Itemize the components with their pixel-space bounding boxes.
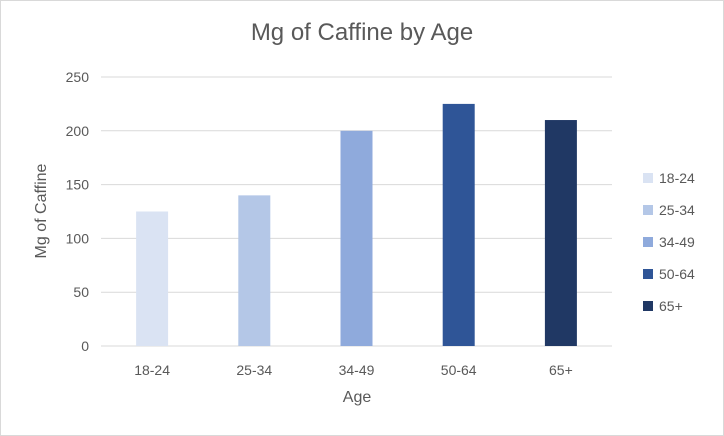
legend-item: 34-49 <box>643 233 695 251</box>
x-tick-label: 18-24 <box>134 362 170 378</box>
legend-swatch <box>643 269 653 279</box>
legend-swatch <box>643 173 653 183</box>
legend-label: 25-34 <box>659 202 695 218</box>
legend-item: 18-24 <box>643 169 695 187</box>
legend-label: 18-24 <box>659 170 695 186</box>
bar-18-24 <box>136 211 169 346</box>
legend-swatch <box>643 237 653 247</box>
y-tick-label: 50 <box>73 284 89 300</box>
bar-50-64 <box>442 103 475 347</box>
legend-label: 65+ <box>659 298 683 314</box>
legend-item: 25-34 <box>643 201 695 219</box>
x-tick-label: 65+ <box>549 362 573 378</box>
legend-label: 50-64 <box>659 266 695 282</box>
chart-title: Mg of Caffine by Age <box>250 19 474 46</box>
x-axis-title: Age <box>342 389 372 406</box>
x-tick-label: 25-34 <box>236 362 272 378</box>
y-tick-label: 200 <box>66 123 90 139</box>
y-tick-label: 0 <box>81 338 89 354</box>
legend-item: 50-64 <box>643 265 695 283</box>
x-tick-label: 50-64 <box>441 362 477 378</box>
legend-label: 34-49 <box>659 234 695 250</box>
legend-swatch <box>643 301 653 311</box>
bar-34-49 <box>340 130 373 346</box>
y-tick-label: 150 <box>66 177 90 193</box>
y-tick-label: 100 <box>66 230 90 246</box>
bar-25-34 <box>238 195 271 346</box>
legend-item: 65+ <box>643 297 695 315</box>
x-tick-label: 34-49 <box>339 362 375 378</box>
chart-legend: 18-24 25-34 34-49 50-64 65+ <box>643 169 695 329</box>
legend-swatch <box>643 205 653 215</box>
bar-65+ <box>544 120 577 346</box>
y-tick-label: 250 <box>66 69 90 85</box>
